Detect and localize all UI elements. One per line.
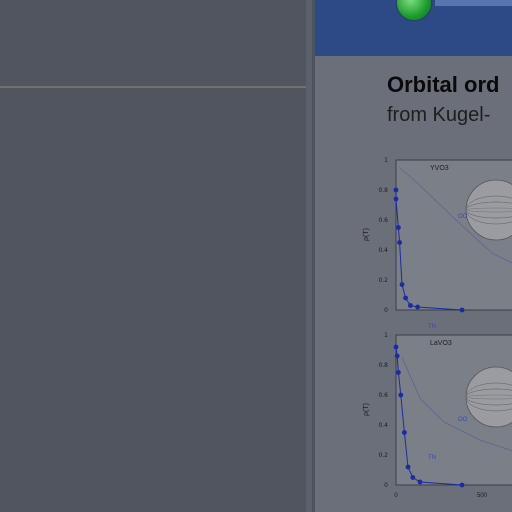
y-tick-label: 0.2 — [378, 452, 388, 459]
x-tick-label: 500 — [477, 493, 488, 499]
data-point — [393, 196, 399, 202]
panel-label: YVO3 — [430, 165, 449, 172]
y-axis-label: ρ(T) — [363, 228, 370, 241]
data-point — [417, 479, 423, 485]
green-circle-icon[interactable] — [397, 0, 431, 20]
left-pane — [0, 0, 312, 512]
x-tick-label: 0 — [394, 493, 398, 499]
splitter[interactable] — [306, 0, 312, 512]
sphere-gridline — [465, 382, 512, 412]
y-tick-label: 0.8 — [378, 187, 388, 194]
y-tick-label: 0 — [384, 307, 388, 314]
data-point — [397, 240, 402, 245]
y-tick-label: 0.6 — [378, 392, 388, 399]
data-point — [394, 353, 400, 359]
data-point — [393, 187, 399, 193]
y-tick-label: 0 — [384, 482, 388, 489]
slide-title: Orbital ord — [387, 72, 500, 97]
panel-label: LaVO3 — [430, 340, 452, 347]
annotation-label: OO — [458, 417, 468, 423]
data-point — [415, 304, 420, 310]
y-tick-label: 1 — [384, 157, 388, 164]
data-point — [393, 344, 399, 350]
data-point — [403, 295, 408, 301]
slide-subtitle: from Kugel- — [387, 104, 491, 126]
header-link[interactable] — [435, 0, 512, 6]
data-point — [410, 475, 416, 480]
figure: 1 0.8 0.6 0.4 0.2 0 ρ(T) YVO3 OO TN 1 0.8 0.6 0.4 0.2… — [363, 157, 512, 499]
annotation-label: TN — [428, 324, 436, 330]
data-point — [459, 482, 465, 488]
sphere-gridline — [465, 195, 512, 225]
data-point — [405, 464, 411, 470]
left-divider — [0, 86, 306, 88]
y-axis-label: ρ(T) — [363, 403, 370, 416]
slide-preview: Orbital ord from Kugel- 1 0.8 0.6 0.4 0.2 0 ρ(… — [315, 0, 512, 512]
data-point — [459, 307, 465, 313]
slide-header-bar — [315, 0, 512, 56]
data-point — [396, 370, 401, 375]
data-point — [399, 282, 405, 287]
chart-panel-bottom: 1 0.8 0.6 0.4 0.2 00 500 ρ(T) LaVO3 OO TN — [363, 332, 512, 499]
data-point — [396, 225, 401, 230]
data-point — [402, 430, 407, 435]
annotation-label: OO — [458, 214, 468, 220]
reference-curve — [401, 357, 512, 452]
y-tick-label: 0.4 — [378, 247, 388, 254]
annotation-label: TN — [428, 455, 436, 461]
reference-curve — [399, 167, 512, 264]
y-tick-label: 0.2 — [378, 277, 388, 284]
y-tick-label: 0.8 — [378, 362, 388, 369]
y-tick-label: 0.6 — [378, 217, 388, 224]
data-point — [408, 303, 413, 308]
y-tick-label: 1 — [384, 332, 388, 339]
data-point — [398, 392, 404, 398]
y-tick-label: 0.4 — [378, 422, 388, 429]
chart-panel-top: 1 0.8 0.6 0.4 0.2 0 ρ(T) YVO3 OO TN — [363, 157, 512, 330]
